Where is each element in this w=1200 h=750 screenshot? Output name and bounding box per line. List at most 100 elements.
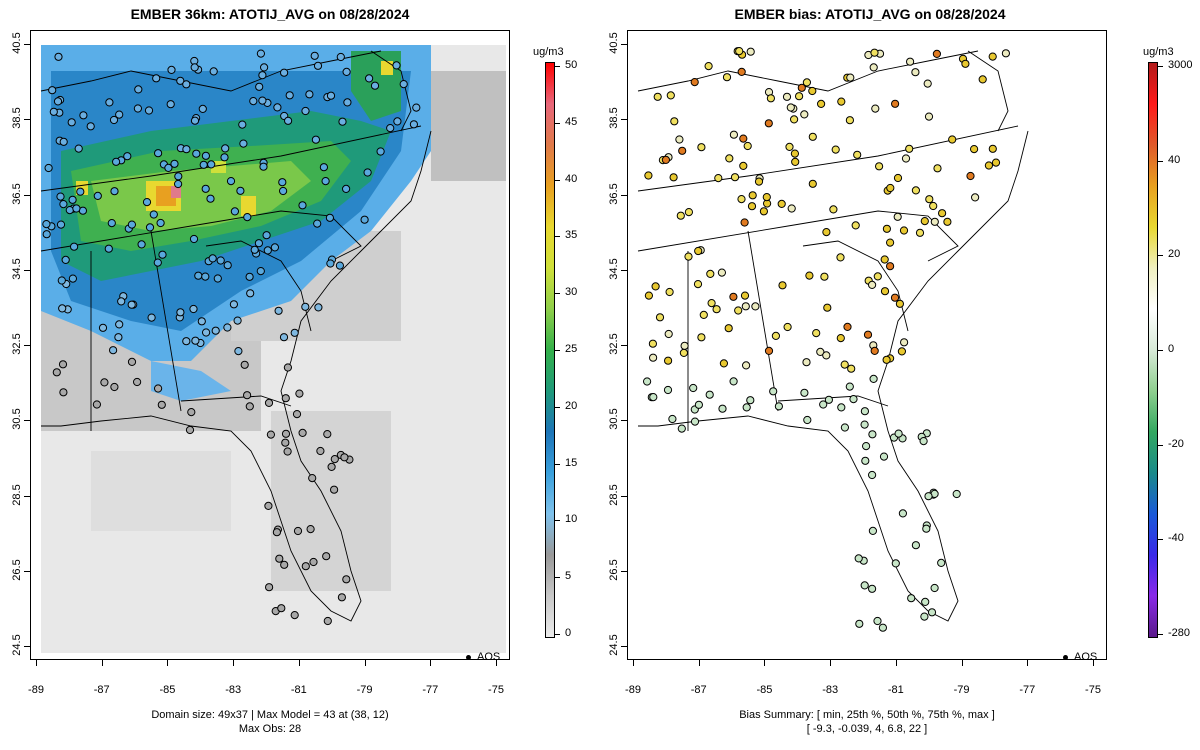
left-y-tick-label: 30.5 xyxy=(11,408,23,430)
station-marker xyxy=(293,526,303,536)
station-marker xyxy=(92,400,102,409)
right-colorbar-label: 40 xyxy=(1168,153,1181,166)
station-marker xyxy=(988,144,997,153)
station-marker xyxy=(664,329,673,339)
left-x-tick-label: -87 xyxy=(93,684,110,696)
left-x-tick-label: -79 xyxy=(356,684,373,696)
station-marker xyxy=(777,199,786,208)
station-marker xyxy=(246,289,255,298)
right-y-tick xyxy=(621,646,627,647)
station-marker xyxy=(868,526,877,535)
station-marker xyxy=(845,382,854,391)
station-marker xyxy=(255,82,264,91)
station-marker xyxy=(863,330,873,339)
station-marker xyxy=(742,361,751,370)
station-marker xyxy=(321,177,330,186)
station-marker xyxy=(655,313,665,322)
left-x-tick-label: -77 xyxy=(422,684,439,696)
left-y-tick xyxy=(24,420,30,422)
station-marker xyxy=(79,111,88,120)
right-legend: AQS xyxy=(1063,651,1097,659)
station-marker xyxy=(319,163,328,172)
station-marker xyxy=(882,224,891,233)
station-marker xyxy=(837,403,846,412)
station-marker xyxy=(1001,49,1010,58)
station-marker xyxy=(112,157,121,166)
station-marker xyxy=(133,104,143,113)
right-x-tick-label: -79 xyxy=(953,684,970,696)
station-marker xyxy=(386,124,395,133)
station-marker xyxy=(722,73,732,82)
station-marker xyxy=(836,334,845,343)
station-marker xyxy=(145,223,155,232)
station-marker xyxy=(176,76,185,85)
station-marker xyxy=(860,420,869,429)
station-marker xyxy=(817,99,826,109)
station-marker xyxy=(706,269,715,278)
station-marker xyxy=(868,430,877,439)
station-marker xyxy=(262,231,271,240)
left-x-tick xyxy=(298,660,300,666)
station-marker xyxy=(260,63,269,72)
station-marker xyxy=(920,217,929,226)
station-marker xyxy=(893,173,903,183)
station-marker xyxy=(376,147,385,156)
left-colorbar-label: 20 xyxy=(565,399,578,412)
station-marker xyxy=(837,97,846,106)
station-marker xyxy=(298,428,307,437)
station-marker xyxy=(930,583,939,593)
left-y-tick xyxy=(24,44,30,45)
station-marker xyxy=(924,112,934,121)
station-marker xyxy=(812,329,821,338)
right-y-tick xyxy=(621,345,627,346)
station-marker xyxy=(198,104,207,114)
right-x-tick xyxy=(633,660,634,666)
station-marker xyxy=(149,210,158,219)
station-marker xyxy=(68,274,78,283)
station-marker xyxy=(847,364,856,373)
station-marker xyxy=(854,554,863,563)
left-x-tick xyxy=(430,660,432,666)
station-marker xyxy=(117,297,126,306)
right-colorbar-label: 0 xyxy=(1168,343,1175,355)
station-marker xyxy=(142,198,152,207)
station-marker xyxy=(127,357,137,366)
station-marker xyxy=(741,302,750,311)
station-marker xyxy=(795,92,804,101)
station-marker xyxy=(730,173,740,182)
station-marker xyxy=(236,186,245,195)
station-marker xyxy=(816,347,825,356)
station-marker xyxy=(202,328,211,337)
station-marker xyxy=(719,359,729,368)
station-marker xyxy=(851,221,860,230)
right-colorbar-label: 20 xyxy=(1168,248,1181,261)
left-y-tick xyxy=(24,194,30,196)
station-marker xyxy=(924,492,933,501)
station-marker xyxy=(67,118,76,127)
station-marker xyxy=(105,98,114,107)
station-marker xyxy=(220,153,229,162)
station-marker xyxy=(734,306,743,315)
station-marker xyxy=(310,51,319,60)
left-y-tick-label: 26.5 xyxy=(11,559,23,581)
station-marker xyxy=(718,404,727,413)
station-marker xyxy=(156,218,165,228)
right-y-tick xyxy=(621,495,627,497)
station-marker xyxy=(174,179,183,189)
left-y-tick-label: 34.5 xyxy=(11,258,23,280)
station-marker xyxy=(869,374,878,383)
left-colorbar-tick xyxy=(555,122,560,124)
left-y-tick-label: 32.5 xyxy=(11,333,23,355)
station-marker xyxy=(265,583,274,592)
station-marker xyxy=(869,63,878,72)
right-x-tick xyxy=(830,660,832,666)
left-colorbar-tick xyxy=(555,350,560,351)
station-marker xyxy=(360,215,369,224)
station-marker xyxy=(158,250,167,259)
left-colorbar-tick xyxy=(555,577,560,579)
station-marker xyxy=(823,303,832,312)
station-marker xyxy=(860,581,869,590)
station-marker xyxy=(298,201,307,210)
station-marker xyxy=(729,292,738,301)
station-marker xyxy=(185,425,195,435)
